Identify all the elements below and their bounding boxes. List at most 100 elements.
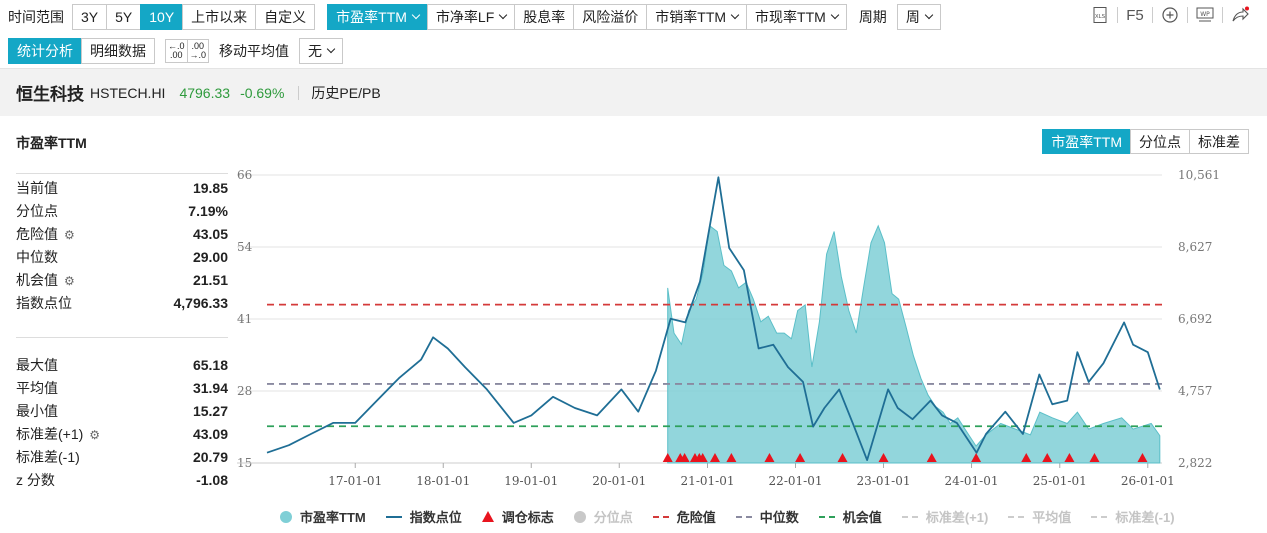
legend-item[interactable]: 分位点: [573, 507, 633, 526]
divider: [1152, 7, 1153, 23]
stat-row: 平均值 31.94: [16, 376, 228, 399]
stat-row: 机会值 ⚙ 21.51: [16, 268, 228, 291]
legend-item[interactable]: 指数点位: [385, 507, 462, 526]
metric-option[interactable]: 风险溢价: [573, 4, 648, 30]
secondary-toolbar: 统计分析 明细数据 ←.0.00 .00 →.0 移动平均值 无: [0, 34, 1267, 68]
gear-icon[interactable]: ⚙: [64, 227, 75, 242]
stat-row: 标准差(+1) ⚙ 43.09: [16, 422, 228, 445]
legend-label: 危险值: [676, 510, 716, 525]
metric-option[interactable]: 市盈率TTM: [327, 4, 428, 30]
decimal-decrease-button[interactable]: .00 →.0: [186, 39, 210, 63]
share-icon[interactable]: [1223, 3, 1257, 27]
legend-label: 分位点: [593, 510, 633, 525]
metric-option[interactable]: 市净率LF: [426, 4, 516, 30]
legend-swatch: [280, 510, 292, 523]
export-xls-icon[interactable]: XLS: [1083, 3, 1117, 27]
export-wp-icon[interactable]: WP: [1188, 3, 1222, 27]
stat-label: 危险值: [16, 225, 58, 242]
period-dropdown[interactable]: 周: [896, 4, 941, 30]
stat-label: 中位数: [16, 248, 58, 265]
chart-legend: 市盈率TTM 指数点位 调仓标志 分位点 危险值 中位数 机会值 标准差(+1) 平均值 标准差(…: [280, 507, 1195, 526]
stat-row: 指数点位 4,796.33: [16, 291, 228, 314]
divider: [298, 85, 300, 100]
stat-value: 43.05: [192, 225, 228, 242]
security-name: 恒生科技: [16, 85, 84, 104]
legend-item[interactable]: 市盈率TTM: [280, 507, 366, 526]
stat-row: 当前值 19.85: [16, 176, 228, 199]
ma-dropdown[interactable]: 无: [299, 38, 344, 64]
stat-row: 中位数 29.00: [16, 245, 228, 268]
stat-label: 最小值: [16, 402, 58, 419]
legend-swatch: [573, 510, 586, 523]
range-option[interactable]: 上市以来: [182, 4, 257, 30]
legend-swatch: [1008, 515, 1025, 518]
stat-row: 危险值 ⚙ 43.05: [16, 222, 228, 245]
legend-item[interactable]: 标准差(-1): [1091, 507, 1175, 526]
stat-value: 19.85: [192, 179, 228, 196]
metric-option[interactable]: 股息率: [514, 4, 575, 30]
legend-label: 机会值: [842, 510, 882, 525]
stats-bottom: 最大值 65.18 平均值 31.94 最小值 15.27 标准差(+1) ⚙ 43.09 标准差…: [16, 353, 228, 491]
legend-swatch: [901, 515, 918, 518]
gear-icon[interactable]: ⚙: [64, 273, 75, 288]
range-option[interactable]: 自定义: [255, 4, 316, 30]
chart-view-option[interactable]: 标准差: [1189, 129, 1249, 154]
gear-icon[interactable]: ⚙: [89, 427, 101, 442]
legend-item[interactable]: 调仓标志: [481, 507, 554, 526]
legend-label: 标准差(+1): [925, 510, 989, 525]
stats-divider: [16, 337, 228, 338]
chevron-down-icon: [326, 44, 336, 54]
stat-row: 最大值 65.18: [16, 353, 228, 376]
stat-value: 20.79: [192, 448, 228, 465]
metric-selector: 市盈率TTM 市净率LF 股息率 风险溢价 市销率TTM 市现率TTM: [327, 4, 847, 30]
legend-item[interactable]: 标准差(+1): [901, 507, 989, 526]
stat-label: 分位点: [16, 202, 58, 219]
legend-label: 平均值: [1032, 510, 1072, 525]
legend-item[interactable]: 危险值: [652, 507, 716, 526]
tab-option[interactable]: 统计分析: [8, 38, 82, 64]
security-code: HSTECH.HI: [90, 84, 166, 101]
stat-value: 29.00: [192, 248, 228, 265]
tab-option[interactable]: 明细数据: [81, 38, 155, 64]
right-tools: XLS F5 WP: [1083, 3, 1257, 27]
chart-view-option[interactable]: 市盈率TTM: [1042, 129, 1131, 154]
stat-label: 平均值: [16, 379, 58, 396]
stat-label: z 分数: [16, 471, 55, 488]
range-selector: 3Y 5Y 10Y 上市以来 自定义: [72, 4, 316, 30]
legend-label: 中位数: [759, 510, 799, 525]
chevron-down-icon: [830, 10, 840, 20]
stat-value: 21.51: [192, 271, 228, 288]
chevron-down-icon: [411, 10, 421, 20]
chart-view-option[interactable]: 分位点: [1130, 129, 1190, 154]
stat-label-wrap: 机会值 ⚙: [16, 270, 75, 290]
decimal-increase-button[interactable]: ←.0.00: [165, 39, 188, 63]
stat-value: -1.08: [196, 471, 228, 488]
ma-label: 移动平均值: [219, 43, 290, 59]
refresh-f5-button[interactable]: F5: [1126, 6, 1144, 24]
stat-row: 标准差(-1) 20.79: [16, 445, 228, 468]
divider: [1187, 7, 1188, 23]
range-option[interactable]: 10Y: [140, 4, 184, 30]
legend-item[interactable]: 机会值: [818, 507, 882, 526]
legend-swatch: [1091, 515, 1108, 518]
chevron-down-icon: [924, 10, 934, 20]
stat-label-wrap: 标准差(+1) ⚙: [16, 424, 100, 444]
stat-label: 机会值: [16, 271, 58, 288]
ma-value: 无: [308, 43, 323, 59]
stat-row: 分位点 7.19%: [16, 199, 228, 222]
legend-item[interactable]: 平均值: [1008, 507, 1071, 526]
metric-option[interactable]: 市销率TTM: [646, 4, 748, 30]
stat-label: 标准差(+1): [16, 425, 84, 442]
zoom-plus-icon[interactable]: [1153, 3, 1187, 27]
stat-value: 15.27: [192, 402, 228, 419]
history-pe-pb-link[interactable]: 历史PE/PB: [311, 84, 381, 101]
stat-label-wrap: 危险值 ⚙: [16, 224, 75, 244]
range-label: 时间范围: [8, 9, 64, 25]
chevron-down-icon: [499, 10, 508, 20]
range-option[interactable]: 5Y: [106, 4, 142, 30]
metric-option[interactable]: 市现率TTM: [746, 4, 847, 30]
range-option[interactable]: 3Y: [72, 4, 108, 30]
legend-label: 指数点位: [409, 510, 462, 525]
svg-text:WP: WP: [1200, 11, 1210, 18]
legend-item[interactable]: 中位数: [735, 507, 799, 526]
